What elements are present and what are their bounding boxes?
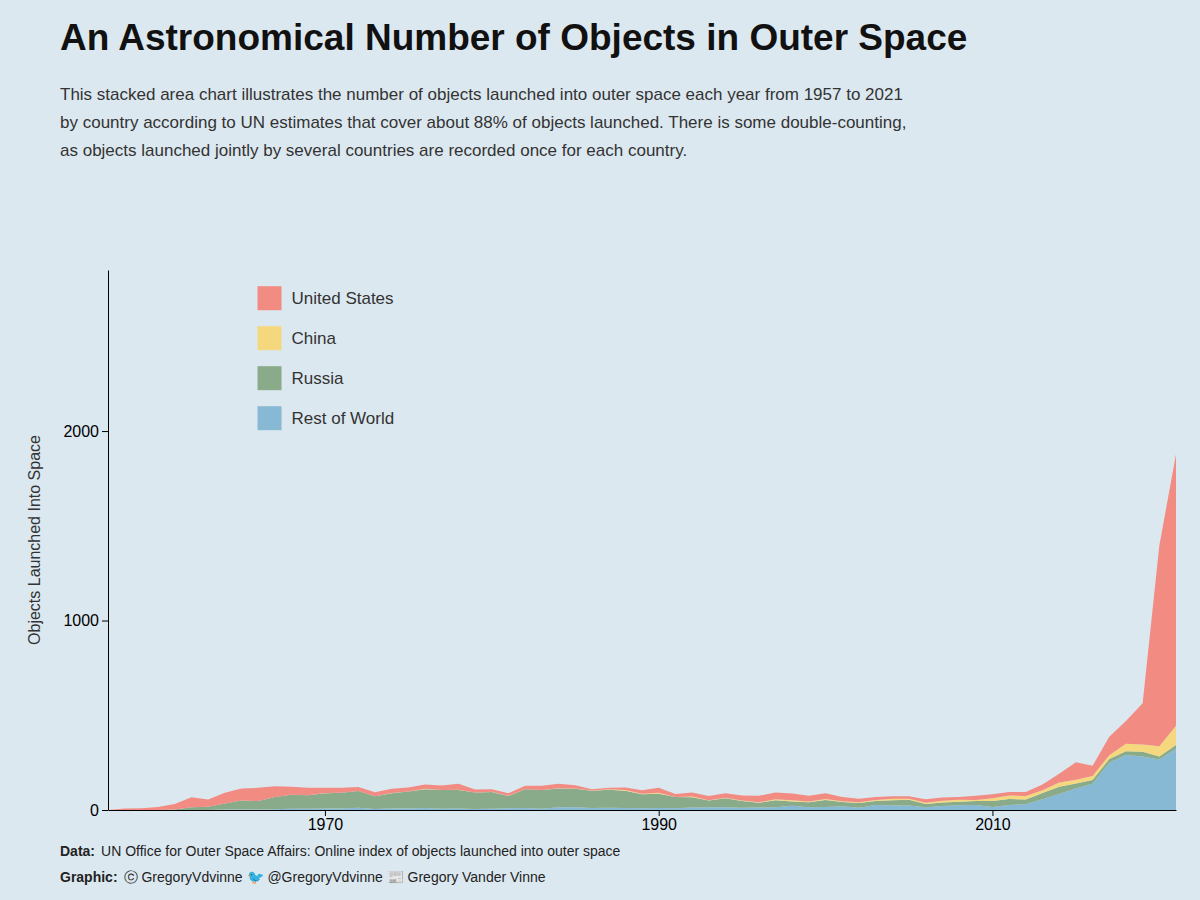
annotation: Data: — [60, 843, 95, 859]
y-tick: 2000 — [63, 423, 108, 440]
y-tick-label: 0 — [90, 802, 99, 819]
x-axis: 1970 1990 2010 — [109, 810, 1177, 833]
x-tick: 1990 — [641, 810, 677, 833]
y-tick: 1000 — [63, 612, 108, 629]
background — [0, 0, 1200, 900]
x-tick: 1970 — [308, 810, 344, 833]
y-tick-label: 1000 — [63, 612, 99, 629]
x-tick: 2010 — [975, 810, 1011, 833]
legend-swatch — [258, 406, 282, 430]
legend: United States China Russia Rest of World — [258, 286, 395, 430]
legend-item: China — [258, 326, 337, 350]
y-tick-label: 2000 — [63, 423, 99, 440]
legend-label: China — [292, 329, 337, 348]
chart: An Astronomical Number of Objects in Out… — [0, 0, 1200, 900]
x-tick-mark — [992, 810, 993, 816]
legend-swatch — [258, 326, 282, 350]
x-tick-label: 1990 — [641, 816, 677, 833]
x-tick-label: 1970 — [308, 816, 344, 833]
legend-item: Russia — [258, 366, 345, 390]
y-tick-mark — [102, 621, 108, 622]
y-axis: 0 1000 2000 — [63, 271, 108, 819]
legend-label: Russia — [292, 369, 345, 388]
legend-swatch — [258, 286, 282, 310]
area — [108, 454, 1176, 810]
areas — [108, 454, 1176, 810]
x-axis-line — [109, 810, 1177, 811]
legend-label: Rest of World — [292, 409, 395, 428]
x-tick-mark — [659, 810, 660, 816]
title: An Astronomical Number of Objects in Out… — [60, 17, 967, 58]
x-tick-mark — [325, 810, 326, 816]
y-axis-line — [108, 271, 109, 811]
y-axis-title: Objects Launched Into Space — [26, 435, 43, 645]
y-tick-mark — [102, 431, 108, 432]
y-tick: 0 — [90, 802, 108, 819]
legend-label: United States — [292, 289, 394, 308]
area — [108, 745, 1176, 810]
subtitle: This stacked area chart illustrates the … — [60, 85, 906, 160]
footer: Data: UN Office for Outer Space Affairs: … — [60, 843, 621, 885]
legend-swatch — [258, 366, 282, 390]
plot: 1970 1990 2010 0 1000 2000 Objects Launched In… — [26, 271, 1177, 834]
legend-item: United States — [258, 286, 394, 310]
legend-item: Rest of World — [258, 406, 395, 430]
annotation: ⓒ GregoryVdvinne 🐦 @GregoryVdvinne 📰 Gre… — [124, 869, 546, 885]
annotation: UN Office for Outer Space Affairs: Onlin… — [101, 843, 621, 859]
annotation: Graphic: — [60, 869, 118, 885]
x-tick-label: 2010 — [975, 816, 1011, 833]
y-tick-mark — [102, 810, 108, 811]
